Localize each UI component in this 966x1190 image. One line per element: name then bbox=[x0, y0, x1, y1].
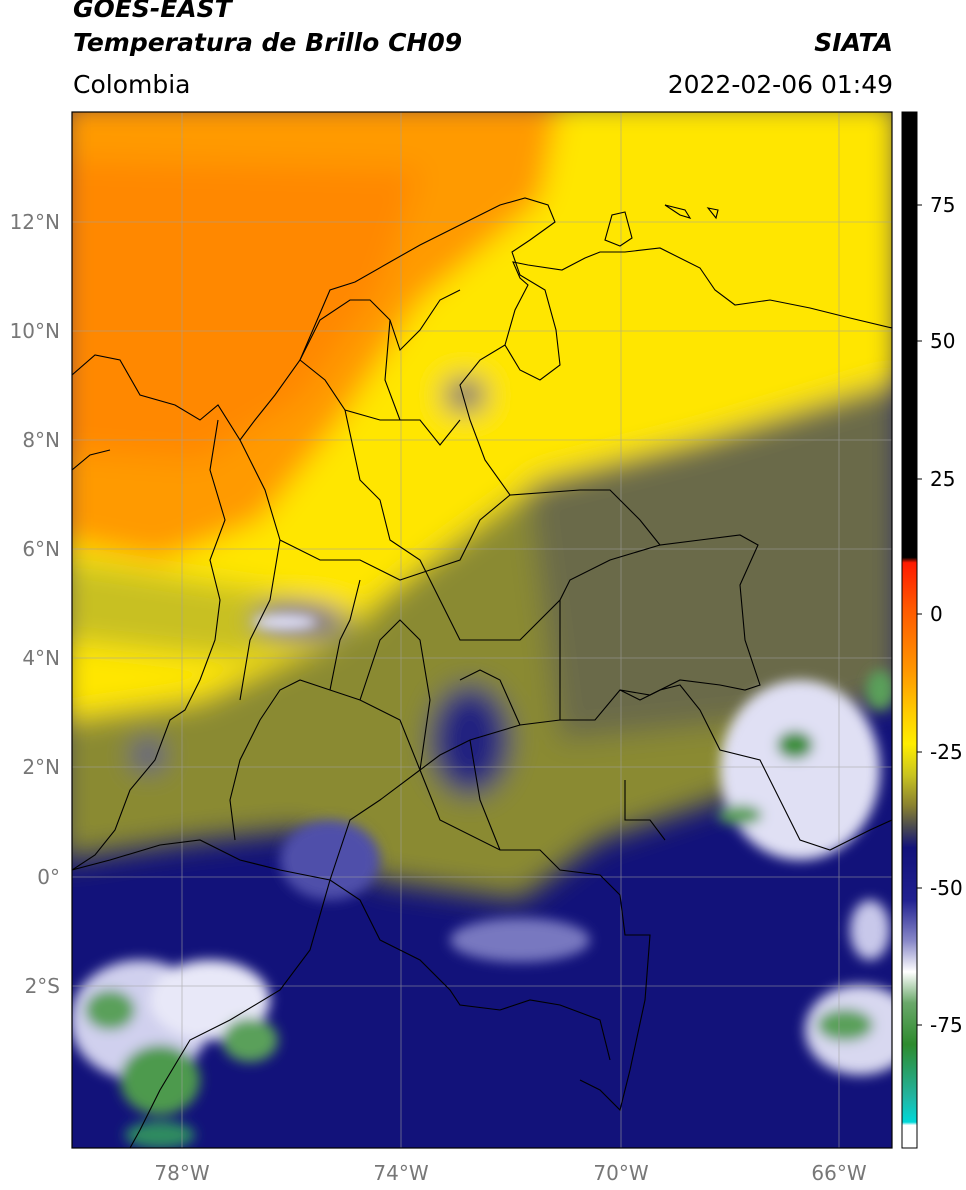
lat-tick: 6°N bbox=[22, 537, 60, 561]
datetime-label: 2022-02-06 01:49 bbox=[667, 70, 893, 99]
organization-label: SIATA bbox=[814, 28, 893, 57]
lon-tick: 74°W bbox=[373, 1161, 428, 1185]
lat-tick: 0° bbox=[37, 865, 60, 889]
lon-tick: 70°W bbox=[593, 1161, 648, 1185]
lat-tick: 10°N bbox=[10, 319, 60, 343]
map-frame bbox=[71, 111, 893, 1149]
country-borders bbox=[72, 197, 892, 1148]
lat-tick: 4°N bbox=[22, 646, 60, 670]
colorbar-tick: 0 bbox=[930, 602, 943, 626]
colorbar-tick: 50 bbox=[930, 329, 955, 353]
region-label: Colombia bbox=[73, 70, 191, 99]
latitude-labels: 12°N 10°N 8°N 6°N 4°N 2°N 0° 2°S bbox=[10, 210, 60, 998]
product-title: Temperatura de Brillo CH09 bbox=[73, 28, 463, 57]
brightness-temperature-field bbox=[72, 112, 892, 1148]
colorbar-tick: 25 bbox=[930, 467, 955, 491]
colorbar: 75 50 25 0 -25 -50 -75 bbox=[901, 111, 963, 1149]
lon-tick: 78°W bbox=[154, 1161, 209, 1185]
lat-tick: 12°N bbox=[10, 210, 60, 234]
longitude-labels: 78°W 74°W 70°W 66°W bbox=[154, 1161, 866, 1185]
colorbar-tick: -75 bbox=[930, 1013, 963, 1037]
lat-tick: 2°N bbox=[22, 755, 60, 779]
lat-tick: 8°N bbox=[22, 428, 60, 452]
satellite-title: GOES-EAST bbox=[73, 0, 232, 23]
lon-tick: 66°W bbox=[811, 1161, 866, 1185]
colorbar-tick: 75 bbox=[930, 193, 955, 217]
lat-tick: 2°S bbox=[25, 974, 60, 998]
colorbar-tick: -25 bbox=[930, 740, 963, 764]
graticule bbox=[72, 112, 892, 1148]
colorbar-tick: -50 bbox=[930, 876, 963, 900]
